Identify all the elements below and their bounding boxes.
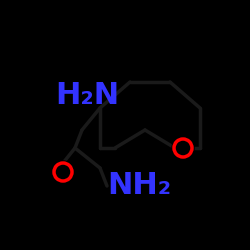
Text: H₂N: H₂N: [55, 80, 119, 110]
Circle shape: [52, 161, 74, 183]
Text: NH₂: NH₂: [107, 172, 171, 200]
Circle shape: [172, 137, 194, 159]
